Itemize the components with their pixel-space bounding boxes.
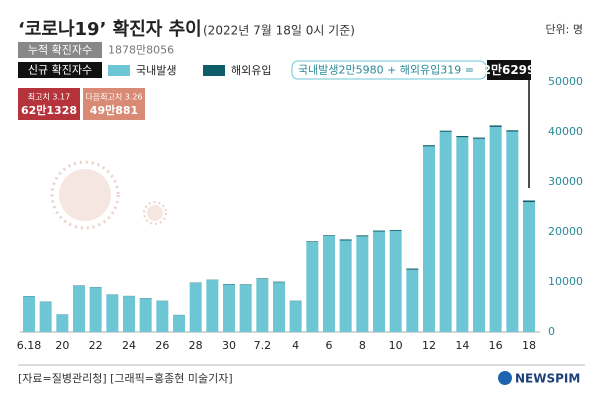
x-tick-label: 7.2 [254,339,272,352]
bar [223,284,235,332]
x-tick-label: 6 [326,339,333,352]
annotation-box [291,60,487,80]
total-label: 2만6299 [483,62,536,77]
bar [139,298,152,332]
x-tick-label: 24 [122,339,136,352]
annotation: 국내발생2만5980 + 해외유입319 = [298,63,474,77]
bar [439,131,452,332]
x-tick-label: 16 [489,339,503,352]
bar [506,131,519,332]
x-tick-label: 26 [155,339,169,352]
bar [256,278,269,279]
x-tick-label: 6.18 [17,339,42,352]
bar [389,230,402,332]
bar [523,200,535,203]
bar [456,136,469,138]
bar [123,296,135,332]
bar [256,278,269,332]
x-tick-label: 30 [222,339,236,352]
unit: 단위: 명 [545,23,583,36]
bar [56,314,69,332]
x-tick-label: 18 [522,339,536,352]
bar [273,282,285,332]
bar [323,235,335,236]
bar [156,301,169,332]
bar [373,231,385,332]
x-tick-label: 12 [422,339,436,352]
bar [406,269,419,332]
bar [489,126,502,333]
legend-label: 국내발생 [136,64,176,77]
chart-title: ‘코로나19’ 확진자 추이 [18,19,202,40]
bar [423,146,435,332]
legend-swatch [203,65,225,76]
bar [189,282,202,332]
y-tick-label: 10000 [548,275,583,288]
bar [356,236,369,332]
bar [389,229,402,231]
bar [439,130,452,132]
peak-value: 62만1328 [21,103,77,117]
legend-label: 해외유입 [231,63,271,77]
bar [323,235,335,332]
cumulative-box [18,42,102,58]
peak-value: 49만881 [90,103,138,117]
bar [373,230,385,232]
source: [자료=질병관리청] [그래픽=홍종현 미술기자] [18,371,233,385]
x-tick-label: 22 [89,339,103,352]
cumulative-label: 누적 확진자수 [28,44,92,57]
chart-subtitle: (2022년 7월 18일 0시 기준) [203,24,355,38]
new-label: 신규 확진자수 [28,64,92,77]
new-box [18,62,102,78]
legend-swatch [108,65,130,76]
bar [406,268,419,270]
y-tick-label: 40000 [548,125,583,138]
logo: NEWSPIM [515,372,580,386]
bar [206,280,219,332]
bar [506,130,519,132]
bar [523,202,535,332]
y-tick-label: 30000 [548,175,583,188]
x-tick-label: 14 [455,339,469,352]
y-tick-label: 50000 [548,75,583,88]
x-tick-label: 28 [189,339,203,352]
y-tick-label: 20000 [548,225,583,238]
peak-box [18,88,80,120]
bar [73,285,85,332]
bar [239,284,252,332]
x-tick-label: 8 [359,339,366,352]
bar [339,239,352,241]
bar [473,137,485,139]
total-box [487,60,531,80]
bar [339,240,352,332]
peak-label: 다음최고치 3.26 [85,92,142,102]
x-tick-label: 10 [389,339,403,352]
bar [173,315,185,332]
bar [39,301,52,332]
peak-box [83,88,145,120]
y-tick-label: 0 [548,325,555,338]
peak-label: 최고치 3.17 [28,92,70,102]
bar [306,241,319,332]
bar [306,241,319,242]
bar [289,301,302,332]
bar [423,145,435,147]
bar [106,294,119,332]
bar [356,235,369,237]
logo-mark [498,371,512,385]
bar [273,281,285,283]
bar [489,125,502,127]
x-tick-label: 20 [55,339,69,352]
x-tick-label: 4 [292,339,299,352]
virus-decoration [50,160,167,230]
bar [23,296,35,332]
bar [473,138,485,332]
cumulative-value: 1878만8056 [108,44,174,57]
bar [89,287,102,332]
bar [456,137,469,332]
